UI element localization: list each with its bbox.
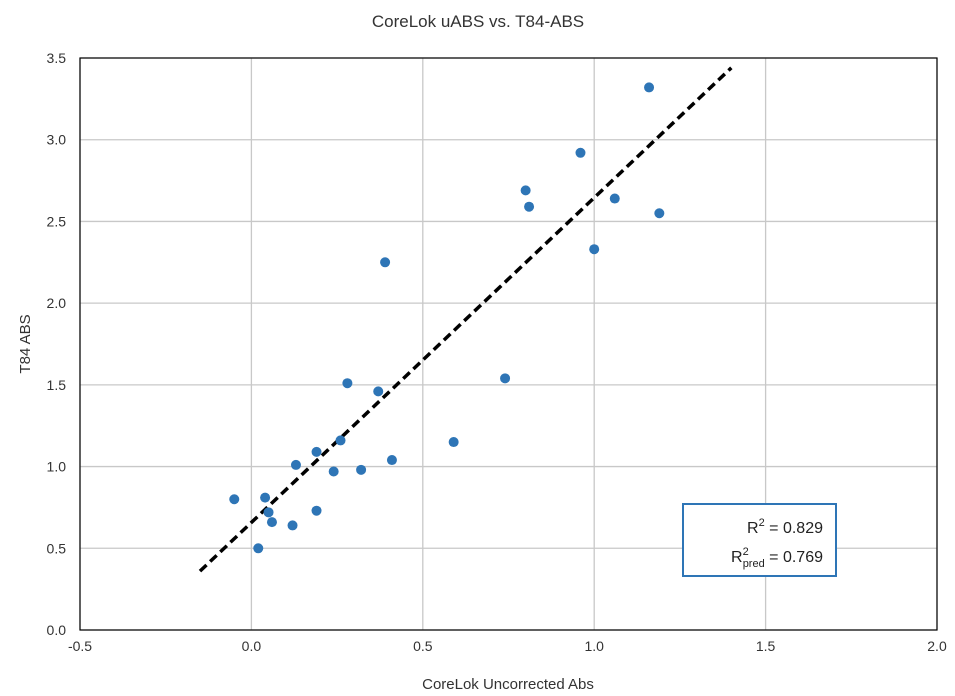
data-point [260, 492, 271, 503]
y-tick-label: 3.0 [47, 132, 67, 148]
y-tick-labels: 0.0 0.5 1.0 1.5 2.0 2.5 3.0 3.5 [47, 50, 67, 638]
y-tick-label: 2.0 [47, 295, 67, 311]
y-tick-label: 0.0 [47, 622, 67, 638]
x-tick-label: 0.0 [242, 638, 262, 654]
x-axis-label: CoreLok Uncorrected Abs [422, 676, 594, 693]
r-squared-pred-symbol: R [731, 549, 743, 566]
regression-trendline [198, 66, 733, 573]
r-squared-box: R2 = 0.829 R2 pred = 0.769 [682, 503, 837, 577]
data-point [342, 378, 353, 389]
y-tick-label: 3.5 [47, 50, 67, 66]
data-point [263, 507, 274, 518]
r-squared-pred-superscript: 2 [743, 546, 749, 558]
data-point [311, 505, 322, 516]
r-squared-pred-subscript: pred [743, 558, 765, 570]
data-point [520, 185, 531, 196]
y-tick-label: 1.5 [47, 377, 67, 393]
data-point [644, 82, 655, 93]
r-squared-pred-text: R2 pred = 0.769 [731, 546, 823, 570]
data-point [253, 543, 264, 554]
r-squared-value: = 0.829 [765, 520, 823, 537]
x-tick-labels: -0.5 0.0 0.5 1.0 1.5 2.0 [68, 638, 947, 654]
data-point [328, 466, 339, 477]
plot-frame [79, 57, 938, 631]
trendline-layer [198, 66, 733, 573]
x-tick-label: 1.0 [584, 638, 604, 654]
data-point [356, 464, 367, 475]
data-point [290, 459, 301, 470]
x-tick-label: 0.5 [413, 638, 433, 654]
data-point [448, 437, 459, 448]
x-tick-label: -0.5 [68, 638, 92, 654]
data-point [311, 446, 322, 457]
data-point [380, 257, 391, 268]
data-point [654, 208, 665, 219]
data-point [229, 494, 240, 505]
r-squared-text: R2 = 0.829 [747, 517, 823, 537]
chart-title: CoreLok uABS vs. T84-ABS [372, 12, 584, 31]
y-tick-label: 1.0 [47, 459, 67, 475]
data-point [524, 201, 535, 212]
data-point [609, 193, 620, 204]
x-tick-label: 1.5 [756, 638, 776, 654]
r-squared-pred-value: = 0.769 [765, 549, 823, 566]
data-points [229, 82, 665, 554]
data-point [589, 244, 600, 255]
data-point [287, 520, 298, 531]
y-tick-label: 0.5 [47, 540, 67, 556]
data-point [335, 435, 346, 446]
r-squared-symbol: R [747, 520, 759, 537]
r-squared-box-frame [682, 503, 837, 577]
data-point [500, 373, 511, 384]
data-point [373, 386, 384, 397]
y-axis-label: T84 ABS [17, 314, 34, 373]
data-point [386, 455, 397, 466]
y-tick-label: 2.5 [47, 213, 67, 229]
x-tick-label: 2.0 [927, 638, 947, 654]
r-squared-superscript: 2 [759, 517, 765, 529]
data-point [575, 147, 586, 158]
data-point [266, 517, 277, 528]
